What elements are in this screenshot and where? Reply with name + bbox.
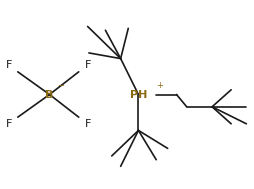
- Text: +: +: [156, 81, 163, 90]
- Text: F: F: [6, 60, 12, 70]
- Text: F: F: [6, 119, 12, 129]
- Text: B: B: [45, 90, 54, 99]
- Text: −: −: [57, 81, 64, 90]
- Text: F: F: [84, 119, 91, 129]
- Text: F: F: [84, 60, 91, 70]
- Text: PH: PH: [130, 90, 147, 99]
